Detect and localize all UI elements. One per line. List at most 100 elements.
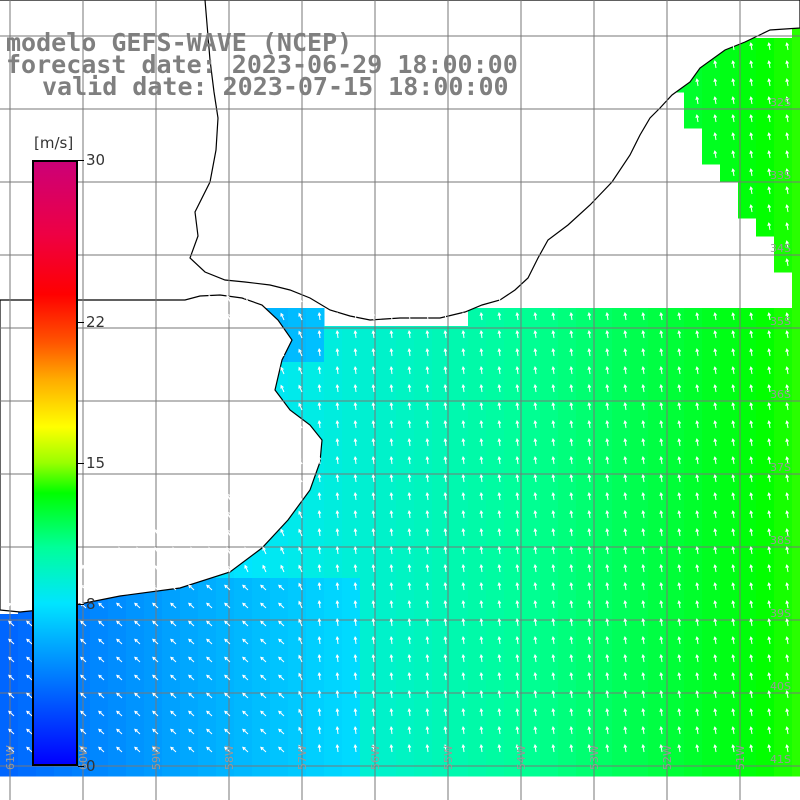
wind-cell bbox=[360, 740, 379, 759]
wind-cell bbox=[792, 596, 800, 615]
wind-arrow bbox=[605, 546, 610, 555]
wind-cell bbox=[702, 686, 721, 705]
wind-arrow bbox=[152, 638, 159, 645]
wind-cell bbox=[360, 488, 379, 507]
wind-arrow bbox=[497, 636, 502, 645]
wind-cell bbox=[756, 524, 775, 543]
wind-arrow bbox=[353, 600, 358, 609]
wind-cell bbox=[774, 578, 793, 597]
wind-arrow bbox=[767, 114, 772, 123]
wind-arrow bbox=[587, 528, 592, 537]
wind-cell bbox=[702, 578, 721, 597]
wind-arrow bbox=[533, 546, 538, 555]
wind-arrow bbox=[515, 366, 520, 375]
wind-cell bbox=[324, 326, 343, 345]
wind-cell bbox=[288, 542, 307, 561]
wind-arrow bbox=[335, 708, 340, 717]
wind-arrow bbox=[569, 474, 574, 483]
wind-arrow bbox=[389, 510, 394, 519]
wind-arrow bbox=[244, 294, 249, 303]
wind-cell bbox=[720, 614, 739, 633]
wind-cell bbox=[648, 308, 667, 327]
wind-cell bbox=[738, 416, 757, 435]
wind-arrow bbox=[152, 656, 159, 663]
wind-cell bbox=[630, 614, 649, 633]
wind-arrow bbox=[695, 618, 700, 627]
wind-cell bbox=[540, 434, 559, 453]
wind-cell bbox=[792, 740, 800, 759]
wind-cell bbox=[684, 362, 703, 381]
wind-cell bbox=[774, 650, 793, 669]
wind-arrow bbox=[170, 656, 177, 663]
wind-arrow bbox=[749, 726, 754, 735]
wind-cell bbox=[612, 416, 631, 435]
wind-arrow bbox=[749, 132, 754, 141]
lat-label: 35S bbox=[770, 315, 791, 328]
wind-cell bbox=[774, 110, 793, 129]
wind-arrow bbox=[335, 456, 340, 465]
wind-arrow bbox=[587, 384, 592, 393]
wind-arrow bbox=[188, 620, 195, 627]
wind-arrow bbox=[443, 708, 448, 717]
wind-arrow bbox=[353, 690, 358, 699]
wind-cell bbox=[576, 416, 595, 435]
wind-arrow bbox=[641, 690, 646, 699]
wind-arrow bbox=[767, 420, 772, 429]
wind-cell bbox=[324, 686, 343, 705]
wind-arrow bbox=[425, 402, 430, 411]
wind-cell bbox=[792, 128, 800, 147]
wind-arrow bbox=[659, 60, 664, 69]
wind-cell bbox=[774, 704, 793, 723]
wind-arrow bbox=[713, 150, 718, 159]
wind-arrow bbox=[425, 564, 430, 573]
wind-cell bbox=[360, 668, 379, 687]
wind-arrow bbox=[695, 294, 700, 303]
wind-cell bbox=[324, 758, 343, 777]
wind-arrow bbox=[767, 546, 772, 555]
wind-arrow bbox=[317, 564, 322, 573]
wind-arrow bbox=[569, 510, 574, 519]
wind-cell bbox=[0, 758, 19, 777]
wind-cell bbox=[450, 650, 469, 669]
wind-arrow bbox=[224, 710, 231, 717]
wind-cell bbox=[594, 560, 613, 579]
wind-arrow bbox=[551, 438, 556, 447]
wind-arrow bbox=[26, 656, 33, 663]
wind-arrow bbox=[224, 584, 231, 591]
wind-arrow bbox=[659, 690, 664, 699]
wind-arrow bbox=[389, 330, 394, 339]
wind-arrow bbox=[605, 510, 610, 519]
wind-cell bbox=[576, 434, 595, 453]
wind-arrow bbox=[280, 528, 285, 537]
wind-cell bbox=[648, 740, 667, 759]
wind-cell bbox=[324, 614, 343, 633]
wind-cell bbox=[720, 398, 739, 417]
wind-arrow bbox=[605, 420, 610, 429]
wind-arrow bbox=[353, 546, 358, 555]
wind-arrow bbox=[569, 564, 574, 573]
wind-arrow bbox=[659, 636, 664, 645]
wind-arrow bbox=[785, 636, 790, 645]
wind-cell bbox=[378, 596, 397, 615]
wind-arrow bbox=[8, 728, 15, 735]
wind-cell bbox=[324, 506, 343, 525]
wind-arrow bbox=[98, 620, 105, 627]
wind-arrow bbox=[497, 744, 502, 753]
wind-arrow bbox=[749, 402, 754, 411]
wind-cell bbox=[630, 398, 649, 417]
wind-arrow bbox=[533, 294, 538, 303]
wind-arrow bbox=[298, 726, 303, 735]
wind-cell bbox=[360, 452, 379, 471]
wind-arrow bbox=[443, 672, 448, 681]
valid-date: valid date: 2023-07-15 18:00:00 bbox=[42, 72, 509, 101]
lat-label: 34S bbox=[770, 242, 791, 255]
wind-arrow bbox=[479, 528, 484, 537]
wind-arrow bbox=[224, 674, 231, 681]
wind-arrow bbox=[190, 546, 195, 555]
wind-arrow bbox=[497, 600, 502, 609]
wind-cell bbox=[648, 434, 667, 453]
wind-arrow bbox=[371, 402, 376, 411]
wind-arrow bbox=[371, 600, 376, 609]
wind-cell bbox=[576, 308, 595, 327]
wind-arrow bbox=[533, 330, 538, 339]
